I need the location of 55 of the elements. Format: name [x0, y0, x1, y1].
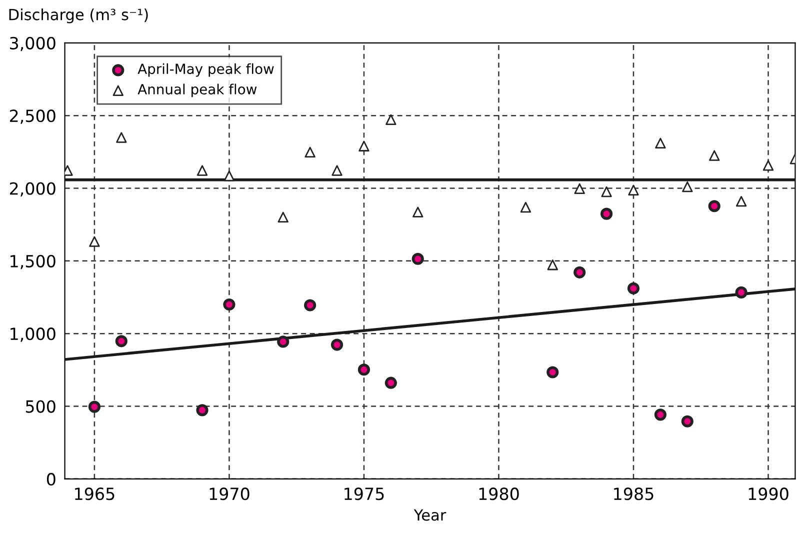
point [762, 160, 774, 171]
point [574, 266, 586, 278]
y-tick-label: 0 [46, 472, 56, 486]
y-tick-label: 2,000 [10, 182, 56, 197]
point [330, 338, 344, 351]
legend-label: Annual peak flow [138, 84, 257, 98]
y-tick-label: 2,500 [10, 110, 56, 124]
point [278, 212, 288, 223]
point [277, 336, 290, 348]
point [412, 206, 424, 218]
point [115, 335, 128, 348]
point [358, 364, 370, 376]
point [654, 408, 666, 421]
x-tick-label: 1980 [479, 488, 519, 500]
point [89, 236, 100, 247]
point [116, 132, 127, 143]
y-tick-label: 3,000 [10, 36, 56, 52]
point [88, 400, 100, 413]
point [546, 366, 559, 378]
legend-label: April-May peak flow [138, 63, 274, 77]
point [332, 165, 342, 176]
point [547, 259, 558, 270]
point [736, 196, 747, 207]
point [655, 138, 666, 149]
point [735, 286, 748, 298]
point [682, 181, 693, 192]
y-axis-title: Discharge (m³ s⁻¹) [9, 8, 148, 24]
point [223, 298, 236, 311]
point [412, 252, 424, 265]
point [628, 184, 639, 196]
x-tick-label: 1990 [748, 488, 788, 500]
point [358, 140, 370, 152]
x-tick-label: 1965 [75, 488, 114, 500]
y-tick-label: 1,500 [10, 254, 56, 270]
point [196, 404, 208, 416]
point [681, 415, 694, 428]
point [304, 146, 316, 158]
point [196, 165, 208, 176]
point [708, 200, 720, 212]
point [627, 282, 640, 294]
point [520, 202, 532, 213]
x-tick-label: 1985 [614, 488, 654, 500]
point [600, 208, 613, 220]
point [304, 299, 316, 312]
point [384, 376, 397, 389]
point [386, 114, 396, 125]
point [574, 183, 585, 194]
point [224, 170, 235, 182]
x-tick-label: 1970 [210, 488, 250, 500]
y-tick-label: 1,000 [10, 328, 56, 342]
point [601, 186, 612, 198]
x-axis-title: Year [414, 509, 446, 521]
x-tick-label: 1975 [344, 488, 384, 500]
point [708, 150, 720, 161]
y-tick-label: 500 [26, 400, 56, 413]
